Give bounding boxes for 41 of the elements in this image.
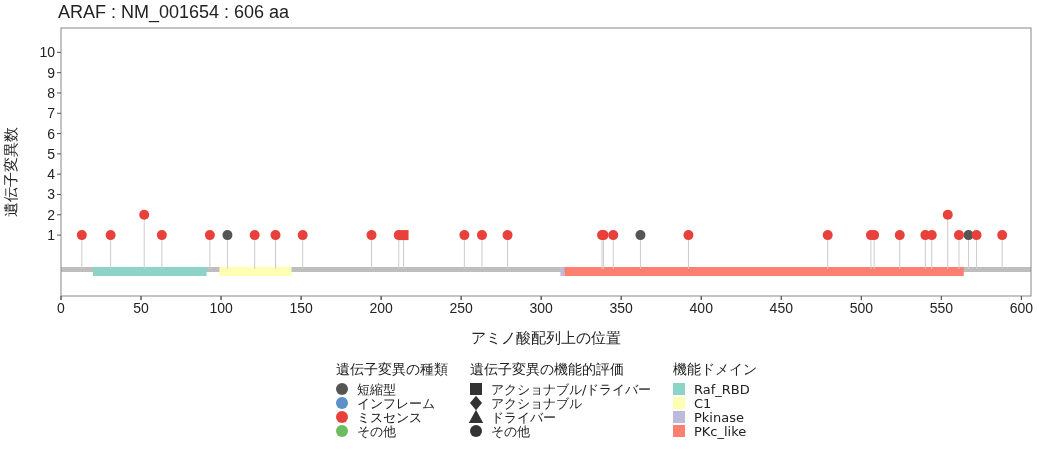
y-tick-label: 7 xyxy=(47,105,56,122)
chart-title: ARAF : NM_001654 : 606 aa xyxy=(58,2,291,23)
legend-label: ドライバー xyxy=(491,410,556,425)
x-tick-label: 50 xyxy=(133,300,150,316)
x-tick-label: 550 xyxy=(929,300,954,316)
x-tick-label: 200 xyxy=(369,300,394,316)
legend-label: 短縮型 xyxy=(357,382,396,397)
x-tick-label: 500 xyxy=(849,300,874,316)
legend-label: その他 xyxy=(357,424,396,439)
x-tick-label: 0 xyxy=(57,300,66,316)
text: 遺伝子変異の機能的評価 xyxy=(470,361,624,377)
x-tick-label: 150 xyxy=(289,300,313,316)
legend-title: 機能ドメイン xyxy=(673,361,757,377)
legend-label: インフレーム xyxy=(357,396,435,411)
legend-label: PKc_like xyxy=(694,424,747,439)
legend-label: ミスセンス xyxy=(357,410,422,425)
text: 遺伝子変異の種類 xyxy=(336,361,448,377)
legend-label: Raf_RBD xyxy=(694,382,750,397)
y-tick-label: 10 xyxy=(39,44,56,61)
x-tick-label: 600 xyxy=(1009,300,1034,316)
x-tick-label: 100 xyxy=(209,300,233,316)
legend-label: C1 xyxy=(694,396,712,411)
y-tick-label: 8 xyxy=(47,84,56,101)
y-tick-label: 3 xyxy=(47,186,56,203)
y-axis-title: 遺伝子変異数 xyxy=(2,127,20,217)
legend-label: アクショナブル/ドライバー xyxy=(491,382,652,397)
y-tick-label: 6 xyxy=(47,125,56,142)
y-tick-label: 5 xyxy=(47,145,56,162)
y-tick-label: 4 xyxy=(47,166,56,183)
y-tick-label: 1 xyxy=(47,227,56,244)
legend-label: その他 xyxy=(491,424,530,439)
x-axis-title: アミノ酸配列上の位置 xyxy=(471,329,621,347)
x-tick-label: 350 xyxy=(609,300,634,316)
x-tick-label: 450 xyxy=(769,300,794,316)
legend-label: Pkinase xyxy=(694,410,744,425)
legend-label: アクショナブル xyxy=(491,396,582,411)
y-tick-label: 2 xyxy=(47,206,56,223)
y-tick-label: 9 xyxy=(47,64,56,81)
x-tick-label: 250 xyxy=(449,300,474,316)
x-tick-label: 300 xyxy=(529,300,554,316)
x-tick-label: 400 xyxy=(689,300,714,316)
